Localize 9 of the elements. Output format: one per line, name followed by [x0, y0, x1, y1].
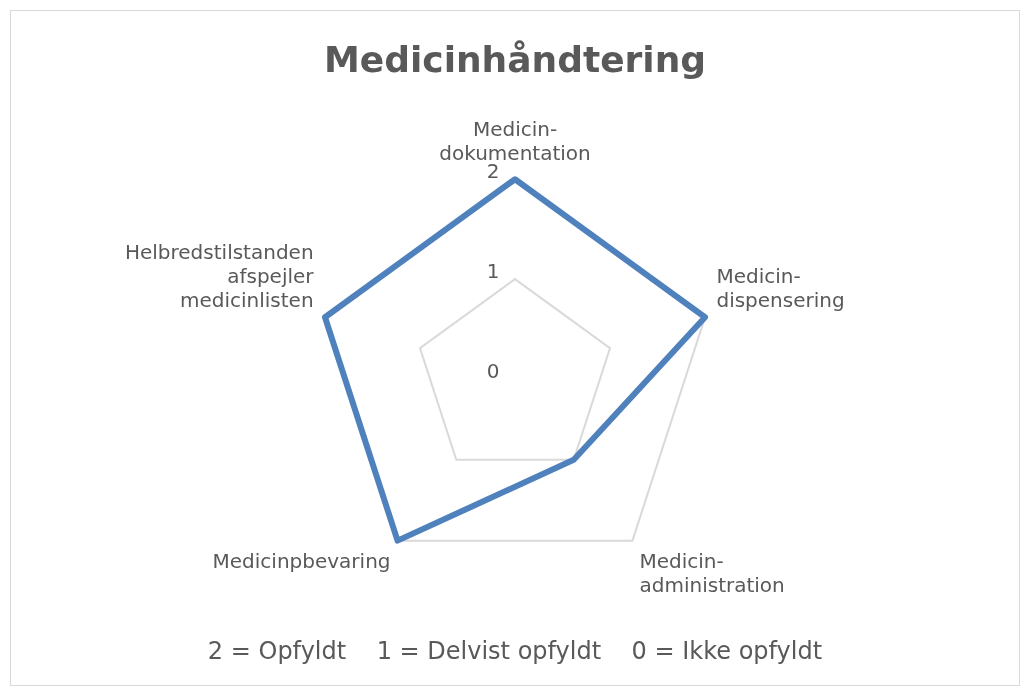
spoke-label: Medicinpbevaring: [212, 548, 391, 573]
spoke-label: Medicin- administration: [639, 548, 785, 597]
spoke-label: Medicin- dispensering: [716, 263, 845, 312]
spoke-label: Helbredstilstanden afspejler medicinlisten: [124, 239, 315, 312]
chart-title: Medicinhåndtering: [323, 38, 707, 80]
y-tick-label: 1: [486, 259, 500, 284]
y-tick-label: 0: [486, 359, 500, 384]
y-tick-label: 2: [486, 159, 500, 184]
text: 2 = Opfyldt 1 = Delvist opfyldt 0 = Ikke opfyldt: [206, 637, 824, 665]
